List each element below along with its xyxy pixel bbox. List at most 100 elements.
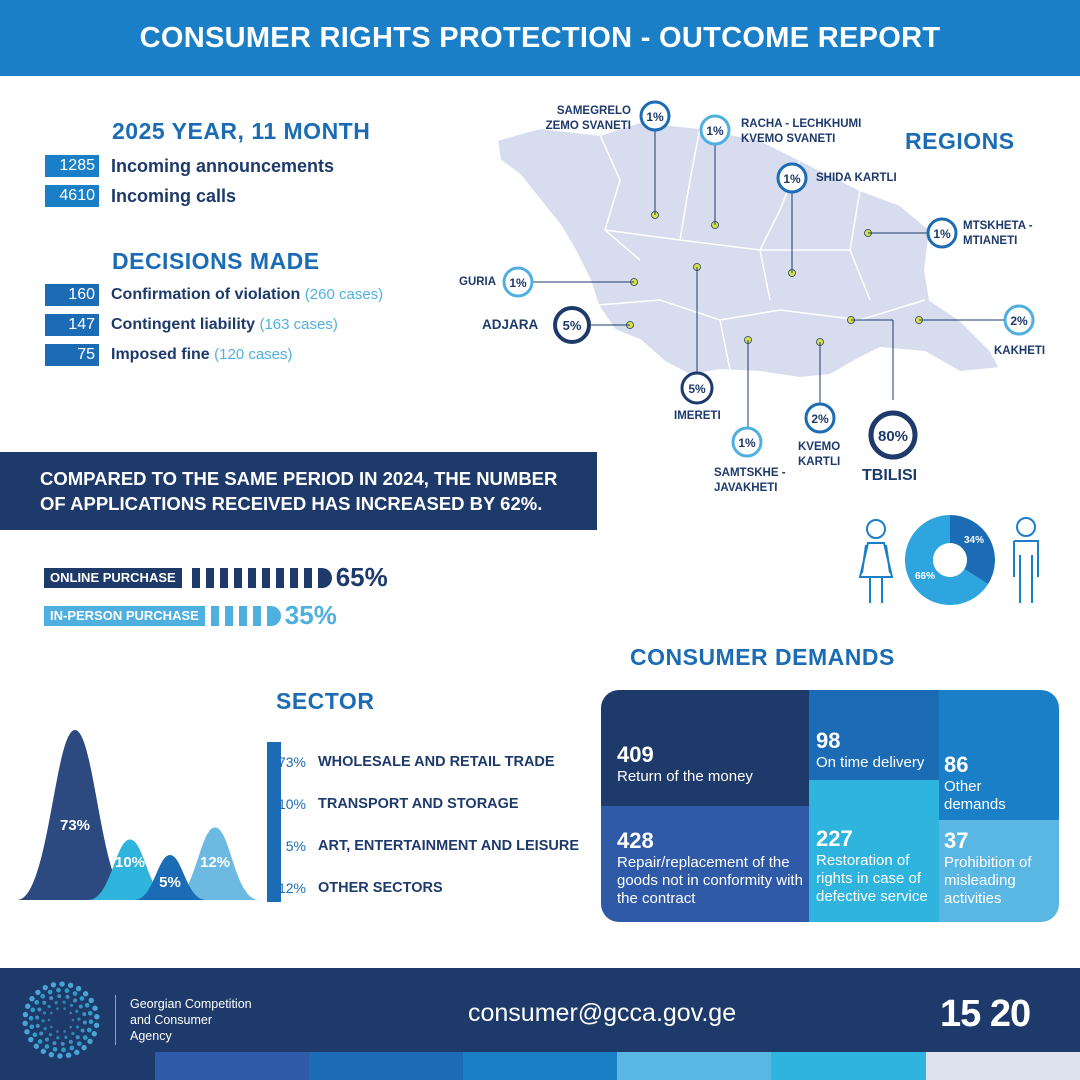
sector-peak — [88, 839, 172, 900]
logo-dot — [49, 996, 54, 1001]
sector-item: 73% WHOLESALE AND RETAIL TRADE — [270, 750, 579, 774]
footer-strip — [771, 1052, 926, 1080]
demand-label: Prohibition of misleading activities — [944, 854, 1032, 907]
marker-samtskhe: 1% — [731, 426, 763, 458]
sector-peak — [134, 855, 206, 900]
demand-other: 86 Other demands — [939, 690, 1059, 820]
demand-prohibition-misleading: 37 Prohibition of misleading activities — [939, 820, 1059, 922]
logo-dot — [82, 1012, 87, 1017]
online-purchase-row: ONLINE PURCHASE 65% — [44, 562, 388, 593]
in-person-purchase-bars — [210, 605, 281, 626]
logo-dot — [87, 1010, 93, 1016]
sector-peak-labels: 73% 10% 12% 5% — [60, 817, 230, 891]
marker-label: 1% — [738, 436, 756, 450]
marker-label: 5% — [563, 318, 582, 333]
logo-dot — [71, 1018, 75, 1022]
logo-dot — [79, 996, 85, 1001]
georgia-outline — [495, 120, 1002, 380]
stat-announcements: 1285 Incoming announcements — [45, 154, 334, 178]
logo-dot — [32, 1032, 38, 1038]
demands-title: CONSUMER DEMANDS — [630, 644, 895, 670]
comparison-line-1: COMPARED TO THE SAME PERIOD IN 2024, THE… — [40, 468, 558, 489]
purchase-bar-segment — [191, 567, 200, 588]
sector-peaks — [17, 730, 259, 900]
marker-samegrelo: 1% — [639, 100, 671, 132]
logo-dot — [64, 1035, 68, 1039]
marker-tbilisi: 80% — [868, 410, 918, 460]
female-icon — [858, 519, 894, 603]
region-label-samegrelo: SAMEGRELO ZEMO SVANETI — [545, 105, 631, 132]
logo-dot — [67, 982, 74, 989]
logo-dot — [44, 1044, 50, 1049]
region-label-guria: GURIA — [459, 276, 497, 288]
demand-value: 227 — [816, 826, 853, 851]
demand-value: 37 — [944, 828, 969, 853]
agency-name: Georgian Competition and Consumer Agency — [130, 997, 252, 1043]
purchase-bar-segment — [252, 605, 261, 626]
logo-dot — [75, 985, 82, 992]
logo-dot — [57, 1053, 63, 1059]
logo-dot — [73, 998, 78, 1003]
logo-dot — [78, 1004, 83, 1009]
sector-item: 10% TRANSPORT AND STORAGE — [270, 792, 579, 816]
logo-dot — [49, 1011, 53, 1015]
logo-dot — [49, 1025, 53, 1029]
marker-imereti: 5% — [680, 371, 714, 405]
purchase-bar-segment — [275, 567, 284, 588]
period-stats: 1285 Incoming announcements 4610 Incomin… — [45, 154, 334, 208]
demand-value: 409 — [617, 742, 654, 767]
logo-dot — [39, 1031, 44, 1036]
sector-peak — [17, 730, 133, 900]
logo-dot — [69, 1003, 74, 1008]
logo-dot — [92, 1005, 98, 1011]
demand-label: On time delivery — [816, 754, 925, 771]
decision-note: (260 cases) — [304, 286, 384, 303]
logo-dot — [59, 981, 65, 987]
online-purchase-bars — [191, 567, 332, 588]
purchase-bar-segment — [205, 567, 214, 588]
decisions-list: 160 Confirmation of violation (260 cases… — [45, 283, 383, 367]
demands-grid: 409 Return of the money 98 On time deliv… — [601, 690, 1059, 922]
logo-dot — [71, 1031, 75, 1036]
marker-label: 1% — [509, 276, 527, 290]
logo-dot — [82, 1020, 87, 1025]
decision-label: Contingent liability — [111, 316, 255, 333]
logo-dot — [35, 1023, 40, 1028]
logo-dot — [52, 1047, 58, 1052]
logo-dot — [43, 1026, 47, 1031]
sector-percent: 5% — [285, 838, 306, 854]
in-person-purchase-row: IN-PERSON PURCHASE 35% — [44, 600, 337, 631]
logo-dot — [86, 1027, 92, 1033]
marker-racha: 1% — [699, 114, 731, 146]
sector-chart: 73% 10% 12% 5% — [17, 730, 259, 900]
marker-label: 80% — [878, 428, 908, 445]
demand-label: Return of the money — [617, 768, 753, 785]
sector-peak-label: 10% — [115, 854, 145, 871]
logo-dot — [69, 1025, 73, 1029]
logo-dot — [34, 1000, 40, 1005]
logo-dot — [74, 1049, 80, 1056]
logo-dot — [77, 1017, 81, 1021]
marker-label: 1% — [706, 124, 724, 138]
marker-label: 1% — [783, 172, 801, 186]
logo-dot — [82, 1035, 88, 1040]
logo-dot — [47, 989, 53, 995]
logo-dot — [47, 1004, 51, 1009]
purchase-bar-segment — [233, 567, 242, 588]
sector-percent: 10% — [277, 796, 306, 812]
decision-fine: 75 Imposed fine (120 cases) — [45, 343, 383, 367]
in-person-purchase-percent: 35% — [284, 600, 337, 630]
logo-dot — [82, 991, 89, 997]
contact-email[interactable]: consumer@gcca.gov.ge — [468, 999, 737, 1027]
region-label-kvemo-kartli: KVEMO KARTLI — [798, 441, 841, 468]
sector-label: WHOLESALE AND RETAIL TRADE — [318, 754, 555, 770]
marker-label: 5% — [688, 382, 706, 396]
sector-label: TRANSPORT AND STORAGE — [318, 796, 519, 812]
region-label-adjara: ADJARA — [482, 317, 539, 332]
region-label-kakheti: KAKHETI — [994, 345, 1046, 357]
female-slice — [905, 515, 988, 605]
logo-dot — [68, 1039, 73, 1044]
sector-peak-label: 12% — [200, 854, 230, 871]
footer-strip — [617, 1052, 771, 1080]
logo-dot — [35, 989, 41, 996]
